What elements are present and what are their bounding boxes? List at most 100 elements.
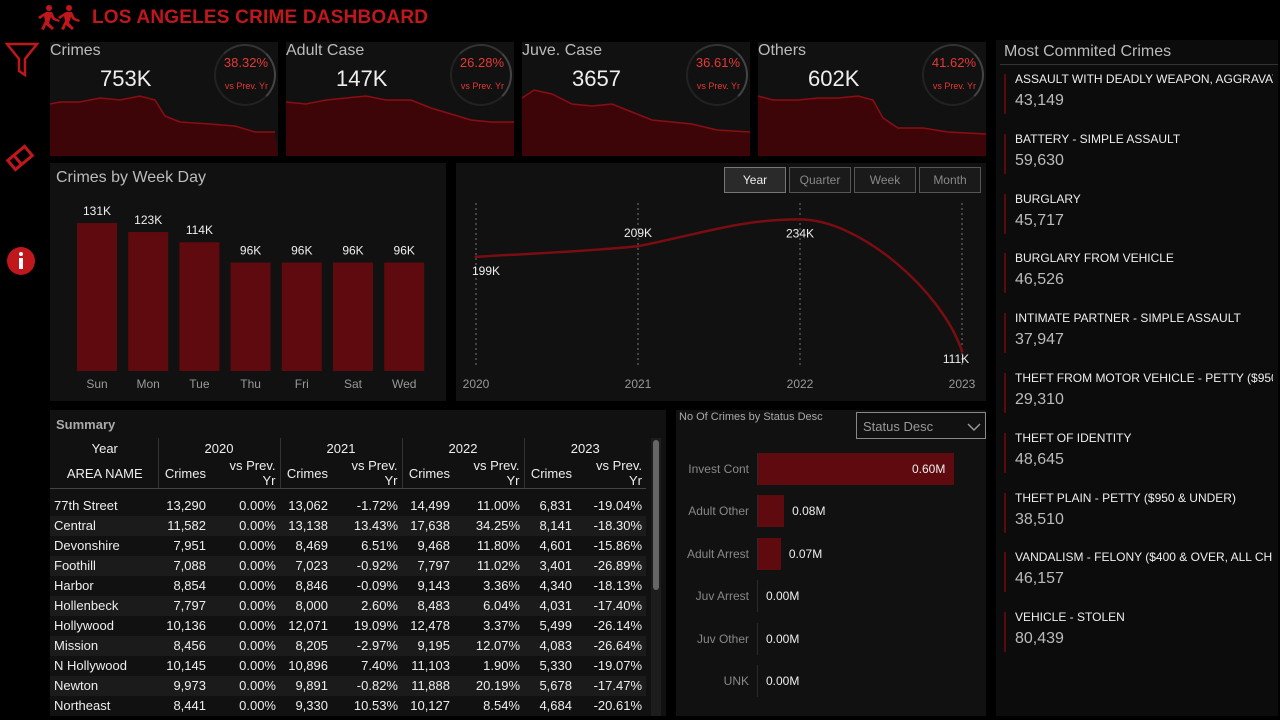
value-cell: 11,888 [411, 678, 450, 693]
crime-item-accent [1004, 552, 1006, 593]
table-row[interactable]: Foothill 7,088 0.00% 7,023 -0.92% 7,797 11.02%… [50, 555, 646, 576]
trend-point[interactable] [636, 244, 640, 248]
table-row[interactable]: Mission 8,456 0.00% 8,205 -2.97% 9,195 12.07% 4… [50, 635, 646, 656]
year-header[interactable]: 2023 [523, 438, 646, 458]
kpi-card: Others 602K 41.62% vs Prev. Yr [758, 42, 986, 156]
vs-prev-column-header[interactable]: vs Prev. Yr [454, 458, 524, 489]
period-button-week[interactable]: Week [854, 167, 916, 193]
crimes-column-header[interactable]: Crimes [279, 458, 332, 489]
crime-list-item[interactable]: THEFT OF IDENTITY 48,645 [1004, 429, 1274, 487]
status-dropdown[interactable]: Status Desc [856, 412, 986, 439]
value-cell: 3,401 [539, 558, 572, 573]
title-bar [0, 0, 1280, 36]
table-scrollbar[interactable] [651, 438, 661, 716]
weekday-bar-label: 96K [240, 244, 261, 258]
table-row[interactable]: Hollenbeck 7,797 0.00% 8,000 2.60% 8,483 6.04%… [50, 595, 646, 616]
value-cell: 19.09% [353, 618, 398, 633]
weekday-bar[interactable] [179, 242, 220, 371]
status-axis-tick [757, 665, 758, 697]
kpi-sparkline [286, 95, 514, 156]
year-header[interactable]: 2021 [279, 438, 402, 458]
value-cell: 11,103 [411, 658, 450, 673]
trend-x-label: 2023 [949, 377, 976, 391]
weekday-bar[interactable] [384, 262, 425, 371]
value-cell: 9,468 [417, 538, 450, 553]
kpi-sparkline [522, 89, 750, 156]
crime-count: 48,645 [1015, 450, 1064, 468]
value-cell: 5,678 [539, 678, 572, 693]
period-button-month[interactable]: Month [919, 167, 981, 193]
value-cell: -26.14% [593, 618, 642, 633]
crimes-column-header[interactable]: Crimes [523, 458, 576, 489]
trend-point[interactable] [474, 255, 478, 259]
table-row[interactable]: Harbor 8,854 0.00% 8,846 -0.09% 9,143 3.36% 4,3… [50, 576, 646, 596]
value-cell: 0.00% [239, 658, 276, 673]
crime-name: THEFT PLAIN - PETTY ($950 & UNDER) [1015, 490, 1236, 505]
crimes-column-header[interactable]: Crimes [401, 458, 454, 489]
weekday-bar[interactable] [77, 223, 117, 371]
value-cell: -17.47% [593, 678, 642, 693]
vs-prev-column-header[interactable]: vs Prev. Yr [576, 458, 646, 489]
trend-line[interactable] [475, 218, 964, 352]
weekday-bar[interactable] [333, 262, 373, 371]
year-header[interactable]: 2020 [157, 438, 280, 458]
weekday-bar[interactable] [230, 262, 271, 371]
period-button-year[interactable]: Year [724, 167, 786, 193]
status-panel: No Of Crimes by Status Desc Status Desc … [676, 410, 986, 716]
table-row[interactable]: Devonshire 7,951 0.00% 8,469 6.51% 9,468 11.80… [50, 536, 646, 556]
value-cell: 3.37% [483, 618, 520, 633]
year-header[interactable]: 2022 [401, 438, 524, 458]
crime-list-item[interactable]: BURGLARY 45,717 [1004, 190, 1274, 248]
value-cell: -17.40% [593, 598, 642, 613]
weekday-bar[interactable] [281, 262, 322, 371]
crime-list-item[interactable]: THEFT PLAIN - PETTY ($950 & UNDER) 38,510 [1004, 489, 1274, 547]
status-axis-tick [757, 495, 758, 528]
vs-prev-column-header[interactable]: vs Prev. Yr [332, 458, 402, 489]
crime-list-item[interactable]: VANDALISM - FELONY ($400 & OVER, ALL CHU… [1004, 548, 1274, 606]
value-cell: 8,854 [173, 578, 206, 593]
value-cell: 17,638 [410, 518, 450, 533]
crime-name: INTIMATE PARTNER - SIMPLE ASSAULT [1015, 311, 1241, 326]
crime-item-accent [1004, 612, 1006, 653]
value-cell: 11.80% [476, 538, 520, 553]
app-title: LOS ANGELES CRIME DASHBOARD [92, 7, 429, 28]
table-scrollbar-thumb[interactable] [653, 440, 659, 590]
eraser-icon[interactable] [0, 138, 40, 178]
table-row[interactable]: Hollywood 10,136 0.00% 12,071 19.09% 12,478 3.… [50, 616, 646, 636]
trend-point[interactable] [960, 349, 964, 353]
crime-name: THEFT OF IDENTITY [1015, 430, 1132, 445]
crime-item-accent [1004, 253, 1006, 294]
info-icon[interactable] [1, 241, 41, 281]
value-cell: 8,000 [295, 598, 328, 613]
crime-list-item[interactable]: INTIMATE PARTNER - SIMPLE ASSAULT 37,947 [1004, 309, 1274, 367]
vs-prev-column-header[interactable]: vs Prev. Yr [210, 458, 280, 489]
summary-table: Year 2020 2021 2022 2023 AREA NAME Crimes vs Pr… [50, 438, 646, 716]
crime-list-item[interactable]: THEFT FROM MOTOR VEHICLE - PETTY ($950 .… [1004, 369, 1274, 427]
period-button-quarter[interactable]: Quarter [789, 167, 851, 193]
value-cell: 6,831 [539, 498, 572, 513]
kpi-change-label: vs Prev. Yr [696, 81, 740, 91]
weekday-bar[interactable] [128, 232, 169, 371]
table-row[interactable]: N Hollywood 10,145 0.00% 10,896 7.40% 11,103 1… [50, 656, 646, 676]
status-category-label: Juv Arrest [695, 589, 749, 604]
crime-item-accent [1004, 432, 1006, 473]
status-bar[interactable] [758, 453, 954, 485]
table-row[interactable]: Central 11,582 0.00% 13,138 13.43% 17,638 34.2… [50, 515, 646, 536]
crime-list-item[interactable]: BURGLARY FROM VEHICLE 46,526 [1004, 249, 1274, 307]
trend-point-label: 199K [472, 264, 500, 278]
area-name-header[interactable]: AREA NAME [50, 458, 158, 489]
status-bar[interactable] [758, 495, 785, 528]
status-bar[interactable] [758, 537, 781, 570]
crime-list-item[interactable]: VEHICLE - STOLEN 80,439 [1004, 608, 1274, 666]
crime-list-item[interactable]: ASSAULT WITH DEADLY WEAPON, AGGRAVATE...… [1004, 70, 1274, 128]
crime-item-accent [1004, 74, 1006, 114]
crimes-column-header[interactable]: Crimes [157, 458, 210, 489]
crime-list-item[interactable]: BATTERY - SIMPLE ASSAULT 59,630 [1004, 130, 1274, 188]
table-row[interactable]: Newton 9,973 0.00% 9,891 -0.82% 11,888 20.19% 5… [50, 675, 646, 696]
filter-icon[interactable] [2, 40, 42, 80]
table-row[interactable]: Northeast 8,441 0.00% 9,330 10.53% 10,127 8.54… [50, 696, 646, 716]
value-cell: 0.00% [239, 518, 276, 533]
value-cell: 20.19% [475, 678, 520, 693]
trend-point[interactable] [798, 217, 802, 221]
table-row[interactable]: 77th Street 13,290 0.00% 13,062 -1.72% 14,499… [50, 496, 646, 516]
